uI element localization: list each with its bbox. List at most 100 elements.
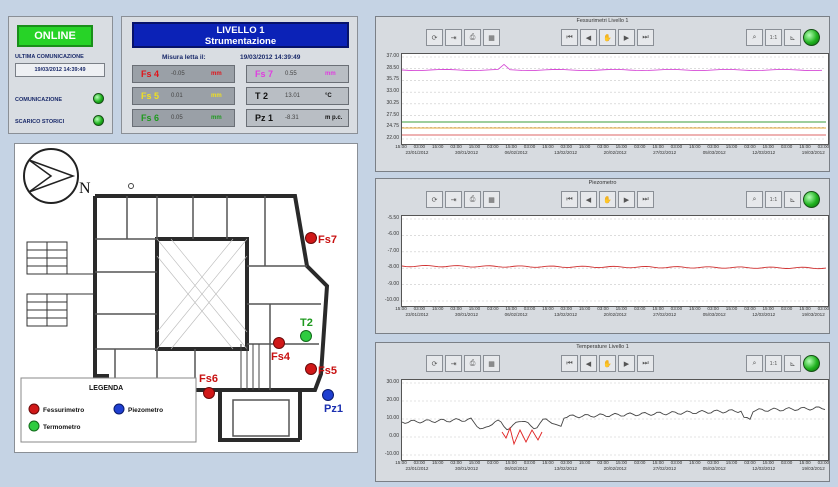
x-date-label: 27/02/2012 xyxy=(653,150,677,155)
export-icon[interactable]: ⇥ xyxy=(445,191,462,208)
sensor-t2[interactable]: T 2 13.01 °C xyxy=(246,87,349,105)
x-time-label: 03:00 xyxy=(523,144,536,149)
back-icon[interactable]: ◀ xyxy=(580,191,597,208)
series-line-pz1 xyxy=(401,264,827,270)
marker-fs4-icon[interactable] xyxy=(273,337,285,349)
sensor-unit: m p.c. xyxy=(325,115,343,121)
marker-fs5-icon[interactable] xyxy=(305,363,317,375)
sensor-fs6[interactable]: Fs 6 0.05 mm xyxy=(132,109,235,127)
palette-icon[interactable]: ▦ xyxy=(483,355,500,372)
zoom-icon[interactable]: ⌕ xyxy=(746,355,763,372)
x-time-label: 03:00 xyxy=(780,306,793,311)
x-time-label: 15:00 xyxy=(505,460,517,465)
rewind-icon[interactable]: ⏮ xyxy=(561,355,578,372)
x-time-label: 15:00 xyxy=(468,144,481,149)
print-icon[interactable]: ⎙ xyxy=(464,355,481,372)
sensor-pz1[interactable]: Pz 1 -8.31 m p.c. xyxy=(246,109,349,127)
y-tick-label: 30.00 xyxy=(386,379,399,385)
axis-icon[interactable]: ⊾ xyxy=(784,29,801,46)
forward-icon[interactable]: ▶ xyxy=(618,29,635,46)
hand-icon[interactable]: ✋ xyxy=(599,29,616,46)
hand-icon[interactable]: ✋ xyxy=(599,355,616,372)
legend-title: LEGENDA xyxy=(89,385,123,392)
fast-forward-icon[interactable]: ⏭ xyxy=(637,191,654,208)
chart-toolbar: ⟳ ⇥ ⎙ ▦ xyxy=(426,191,500,209)
back-icon[interactable]: ◀ xyxy=(580,29,597,46)
y-tick-label: 37.00 xyxy=(386,53,399,59)
x-time-label: 15:00 xyxy=(578,460,591,465)
chart-toolbar: ⌕ 1:1 ⊾ xyxy=(746,191,820,209)
chart-plot-area[interactable] xyxy=(401,379,829,461)
zoom-icon[interactable]: ⌕ xyxy=(746,29,763,46)
measure-label: Misura letta il: xyxy=(162,54,206,61)
live-icon[interactable] xyxy=(803,355,820,372)
legend-fessurimetro-icon xyxy=(28,403,40,415)
comm-led-icon xyxy=(93,93,104,104)
back-icon[interactable]: ◀ xyxy=(580,355,597,372)
x-date-label: 12/03/2012 xyxy=(752,150,776,155)
palette-icon[interactable]: ▦ xyxy=(483,29,500,46)
chart-plot-area[interactable] xyxy=(401,53,829,145)
marker-t2-icon[interactable] xyxy=(300,330,312,342)
x-time-label: 03:00 xyxy=(487,306,499,311)
forward-icon[interactable]: ▶ xyxy=(618,355,635,372)
x-time-label: 15:00 xyxy=(578,306,591,311)
x-date-label: 23/01/2012 xyxy=(405,150,429,155)
sensor-value: 0.05 xyxy=(171,115,183,121)
marker-fs6-icon[interactable] xyxy=(203,387,215,399)
marker-fs4-label: Fs4 xyxy=(271,351,291,363)
export-icon[interactable]: ⇥ xyxy=(445,355,462,372)
marker-fs7-icon[interactable] xyxy=(305,232,317,244)
x-date-label: 20/02/2012 xyxy=(603,150,627,155)
axis-icon[interactable]: ⊾ xyxy=(784,355,801,372)
rewind-icon[interactable]: ⏮ xyxy=(561,29,578,46)
x-time-label: 15:00 xyxy=(505,306,517,311)
sensor-fs4[interactable]: Fs 4 -0.05 mm xyxy=(132,65,235,83)
online-badge: ONLINE xyxy=(17,25,93,47)
rewind-icon[interactable]: ⏮ xyxy=(561,191,578,208)
sensor-fs7[interactable]: Fs 7 0.55 mm xyxy=(246,65,349,83)
x-date-label: 19/03/2012 xyxy=(801,466,825,471)
x-time-label: 03:00 xyxy=(560,460,573,465)
axis-icon[interactable]: ⊾ xyxy=(784,191,801,208)
sensor-fs5[interactable]: Fs 5 0.01 mm xyxy=(132,87,235,105)
chart-plot-area[interactable] xyxy=(401,215,829,307)
sensor-unit: mm xyxy=(211,115,222,121)
live-icon[interactable] xyxy=(803,29,820,46)
x-time-label: 03:00 xyxy=(817,306,830,311)
fast-forward-icon[interactable]: ⏭ xyxy=(637,29,654,46)
refresh-icon[interactable]: ⟳ xyxy=(426,355,443,372)
one-to-one-icon[interactable]: 1:1 xyxy=(765,355,782,372)
last-comm-value: 19/03/2012 14:39:49 xyxy=(15,63,105,77)
status-panel: ONLINE ULTIMA COMUNICAZIONE 19/03/2012 1… xyxy=(8,16,113,134)
hand-icon[interactable]: ✋ xyxy=(599,191,616,208)
x-date-label: 05/03/2012 xyxy=(702,312,726,317)
one-to-one-icon[interactable]: 1:1 xyxy=(765,191,782,208)
sensor-name: Fs 4 xyxy=(141,69,160,79)
export-icon[interactable]: ⇥ xyxy=(445,29,462,46)
chart-panel-0: Fessurimetri Livello 1 ⟳ ⇥ ⎙ ▦ ⏮ ◀ ✋ ▶ ⏭ ⌕ 1:1 ⊾ 37.0… xyxy=(375,16,830,172)
forward-icon[interactable]: ▶ xyxy=(618,191,635,208)
series-line-temperature-red xyxy=(501,426,543,446)
zoom-icon[interactable]: ⌕ xyxy=(746,191,763,208)
sensor-value: 13.01 xyxy=(285,93,301,99)
x-time-label: 03:00 xyxy=(670,144,683,149)
refresh-icon[interactable]: ⟳ xyxy=(426,191,443,208)
print-icon[interactable]: ⎙ xyxy=(464,191,481,208)
x-date-label: 23/01/2012 xyxy=(405,466,429,471)
fast-forward-icon[interactable]: ⏭ xyxy=(637,355,654,372)
one-to-one-icon[interactable]: 1:1 xyxy=(765,29,782,46)
y-tick-label: 30.25 xyxy=(386,99,399,106)
x-date-label: 06/02/2012 xyxy=(504,150,528,155)
marker-fs5-label: Fs5 xyxy=(318,365,337,377)
y-tick-label: -9.00 xyxy=(387,280,399,287)
x-time-label: 15:00 xyxy=(652,306,664,311)
refresh-icon[interactable]: ⟳ xyxy=(426,29,443,46)
x-time-label: 03:00 xyxy=(744,144,756,149)
x-time-label: 15:00 xyxy=(578,144,591,149)
print-icon[interactable]: ⎙ xyxy=(464,29,481,46)
live-icon[interactable] xyxy=(803,191,820,208)
x-date-label: 20/02/2012 xyxy=(603,466,627,471)
marker-pz1-icon[interactable] xyxy=(322,389,334,401)
palette-icon[interactable]: ▦ xyxy=(483,191,500,208)
